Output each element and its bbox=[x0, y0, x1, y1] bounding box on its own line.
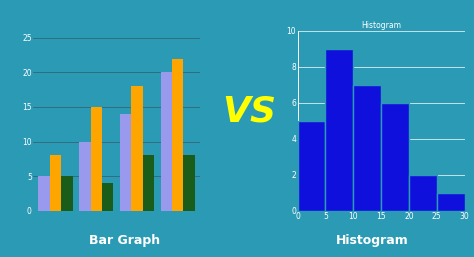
Bar bbox=[38, 176, 50, 211]
Bar bbox=[50, 155, 61, 211]
Text: VS: VS bbox=[222, 95, 276, 129]
Bar bbox=[353, 85, 381, 211]
Bar bbox=[131, 86, 143, 211]
Text: Histogram: Histogram bbox=[337, 234, 409, 247]
Bar bbox=[172, 59, 183, 211]
Bar bbox=[120, 114, 131, 211]
Bar bbox=[381, 103, 409, 211]
Bar bbox=[143, 155, 154, 211]
Bar bbox=[409, 175, 437, 211]
Bar bbox=[61, 176, 73, 211]
Bar bbox=[102, 183, 113, 211]
Bar bbox=[79, 142, 91, 211]
Bar bbox=[298, 121, 326, 211]
Text: Bar Graph: Bar Graph bbox=[90, 234, 161, 247]
Title: Histogram: Histogram bbox=[361, 21, 401, 30]
Bar bbox=[91, 107, 102, 211]
Bar bbox=[183, 155, 195, 211]
Bar bbox=[326, 49, 353, 211]
Bar bbox=[161, 72, 172, 211]
Bar bbox=[437, 193, 465, 211]
